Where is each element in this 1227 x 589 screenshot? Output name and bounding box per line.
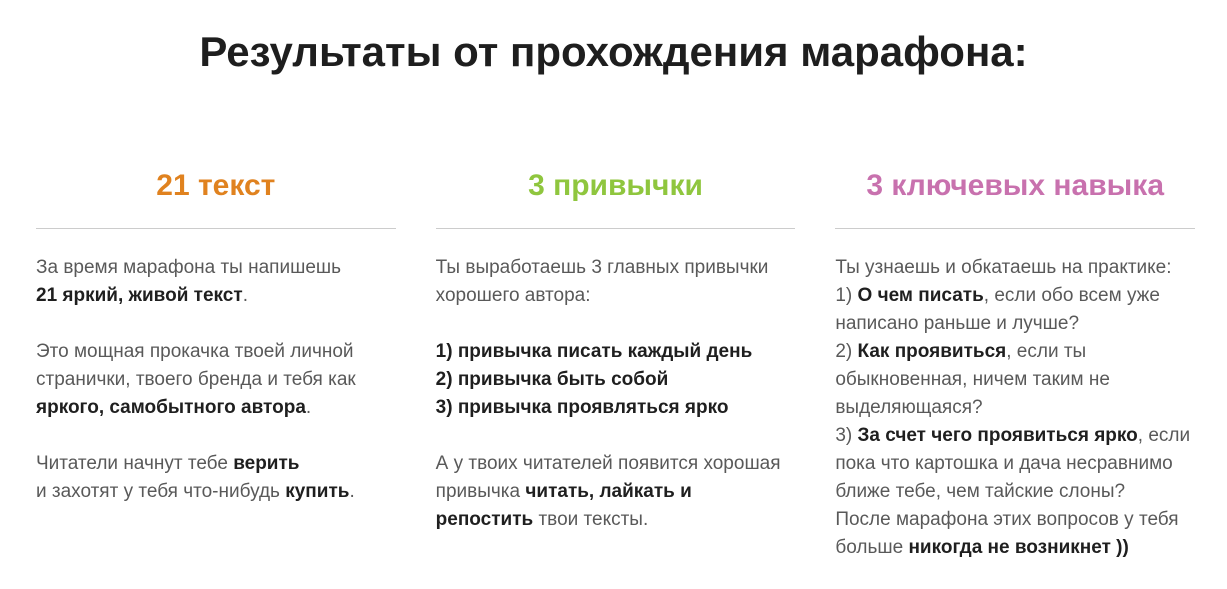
column-divider [835, 227, 1195, 229]
column-body: Ты узнаешь и обкатаешь на практике: 1) О … [835, 254, 1195, 562]
paragraph: Ты узнаешь и обкатаешь на практике: 1) О … [835, 256, 1191, 558]
section-title: Результаты от прохождения марафона: [199, 28, 1028, 75]
paragraph: Читатели начнут тебе верить и захотят у т… [36, 452, 355, 502]
paragraph: Ты выработаешь 3 главных привычки хорошег… [435, 256, 769, 306]
paragraph: А у твоих читателей появится хорошая прив… [435, 452, 781, 530]
paragraph: 1) привычка писать каждый день 2) привычк… [435, 340, 753, 418]
column-heading: 3 привычки [528, 168, 703, 202]
column-heading: 21 текст [156, 168, 276, 202]
column-body: За время марафона ты напишешь 21 яркий, ж… [36, 254, 396, 506]
result-column: 3 привычки Ты выработаешь 3 главных прив… [435, 168, 796, 562]
column-body: Ты выработаешь 3 главных привычки хорошег… [436, 254, 796, 534]
paragraph: Это мощная прокачка твоей личной страничк… [36, 340, 356, 418]
paragraph: За время марафона ты напишешь 21 яркий, ж… [36, 256, 342, 306]
column-heading: 3 ключевых навыка [866, 168, 1164, 202]
result-column: 3 ключевых навыка Ты узнаешь и обкатаешь… [835, 168, 1195, 562]
column-divider [435, 227, 796, 229]
result-column: 21 текст За время марафона ты напишешь 21… [36, 168, 396, 562]
results-columns: 21 текст За время марафона ты напишешь 21… [36, 168, 1195, 562]
column-divider [36, 227, 396, 229]
